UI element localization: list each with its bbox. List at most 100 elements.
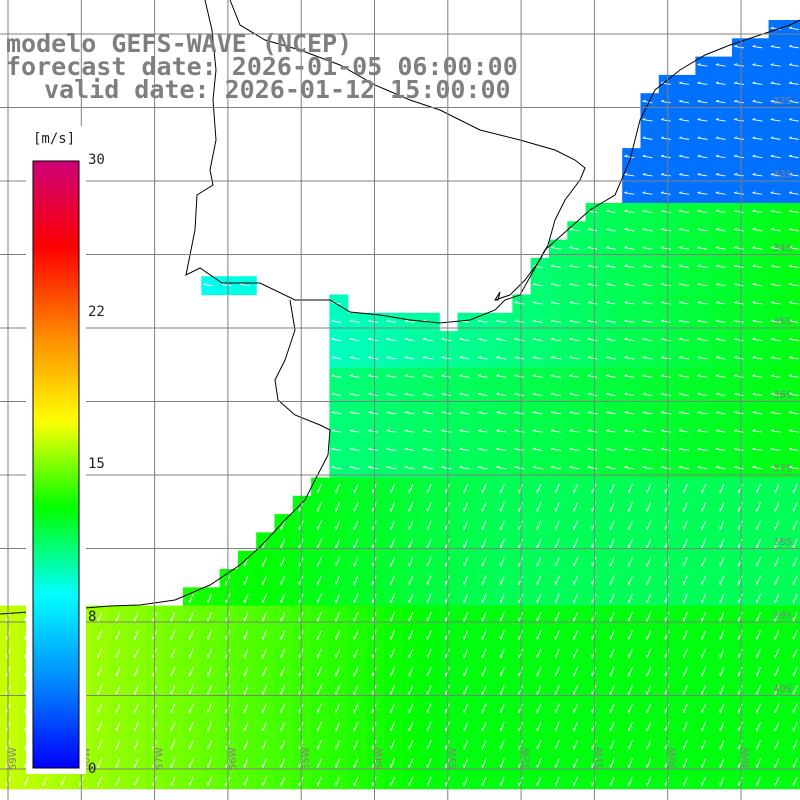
wind-arrow [587,338,598,342]
wind-arrowhead [459,337,463,340]
wind-arrowhead [697,173,701,175]
wind-arrow [664,721,670,732]
wind-arrowhead [734,246,738,249]
wind-arrowhead [514,301,518,304]
wind-arrow [390,648,395,659]
wind-arrow [115,630,121,640]
wind-arrow [715,283,726,287]
wind-arrow [459,338,470,342]
wind-arrow [427,502,432,512]
wind-arrow [97,648,103,659]
lat-label: 32S [773,96,792,107]
wind-arrow [679,411,690,415]
wind-arrow [463,538,469,549]
wind-arrow [244,740,249,750]
wind-arrow [793,685,798,695]
wind-arrow [642,338,653,342]
wind-arrow [335,685,340,695]
wind-arrow [386,338,397,342]
wind-arrow [427,538,432,549]
wind-arrow [244,666,249,677]
wind-arrowhead [569,337,573,340]
wind-arrow [569,265,580,268]
wind-arrow [752,100,763,104]
wind-arrow [697,411,708,415]
wind-arrowhead [514,410,518,413]
wind-arrow [390,758,395,768]
wind-cell [786,532,800,552]
wind-arrow [774,520,780,530]
wind-arrowhead [734,118,738,121]
wind-arrow [280,703,286,713]
wind-arrowhead [441,356,445,358]
wind-cell [786,111,800,131]
wind-arrow [789,64,799,67]
wind-arrow [610,685,615,695]
wind-arrow [734,411,744,415]
wind-arrowhead [715,319,719,322]
wind-arrow [335,593,340,604]
wind-arrow [500,685,505,695]
lat-label: 40S [773,684,792,695]
wind-arrow [477,411,488,415]
wind-arrow [532,430,543,433]
wind-arrow [170,758,176,768]
wind-arrowhead [770,227,774,230]
lat-label: 33S [773,170,792,181]
wind-arrow [789,448,799,451]
wind-arrowhead [788,136,793,139]
wind-arrowhead [697,374,701,377]
wind-arrowhead [642,319,646,322]
wind-arrowhead [679,447,683,450]
wind-arrow [738,685,743,695]
wind-arrow [349,430,360,433]
wind-arrow [481,483,487,494]
wind-arrow [697,192,708,195]
wind-arrowhead [660,227,665,230]
wind-arrow [793,703,798,713]
wind-arrow [715,375,726,378]
wind-arrow [793,758,798,768]
wind-arrowhead [368,374,372,377]
wind-arrowhead [331,465,335,468]
wind-arrow [789,283,799,287]
wind-arrow [170,611,176,622]
wind-arrowhead [752,81,756,84]
wind-arrow [679,247,690,250]
wind-arrow [423,411,433,415]
wind-arrow [423,448,433,451]
wind-arrow [134,740,139,750]
wind-arrow [335,648,340,659]
wind-arrow [331,466,342,470]
wind-arrowhead [642,264,646,267]
wind-arrowhead [569,301,573,304]
wind-arrow [628,740,633,750]
wind-arrow [770,64,781,67]
wind-arrow [683,648,688,659]
wind-arrow [408,776,414,787]
wind-cell [786,239,800,259]
wind-arrow [97,666,103,677]
wind-arrow [481,538,487,549]
wind-arrowhead [587,264,591,267]
wind-arrow [770,174,781,177]
wind-arrow [770,247,781,250]
wind-arrow [664,483,670,494]
wind-arrowhead [715,209,719,212]
wind-arrow [697,430,708,433]
wind-arrow [317,557,322,567]
wind-arrow [423,393,433,397]
wind-arrow [756,666,761,677]
wind-arrow [170,721,176,732]
wind-arrow [335,630,340,640]
wind-arrow [752,192,763,195]
wind-arrow [423,466,433,470]
wind-arrowhead [587,410,591,413]
wind-arrowhead [734,337,738,340]
wind-arrowhead [734,465,738,468]
wind-arrow [738,721,743,732]
wind-arrow [404,430,415,433]
wind-arrowhead [715,63,719,66]
wind-arrow [408,611,414,622]
wind-arrow [628,630,633,640]
